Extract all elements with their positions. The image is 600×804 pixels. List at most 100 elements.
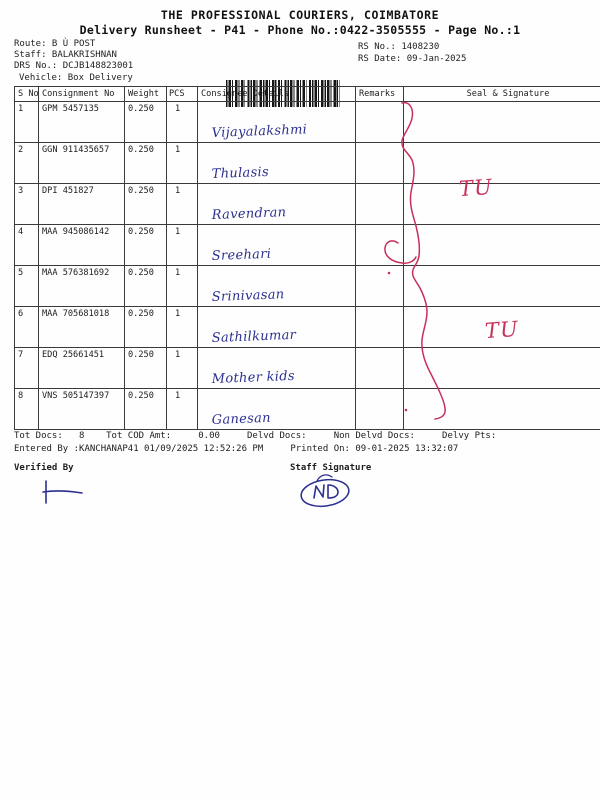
consignment-table: S No Consignment No Weight PCS Consignee… bbox=[14, 86, 600, 430]
cell-seal bbox=[404, 348, 600, 389]
cell-remarks bbox=[356, 348, 404, 389]
cell-consignee: Srinivasan bbox=[198, 266, 356, 307]
cell-seal bbox=[404, 225, 600, 266]
company-title: THE PROFESSIONAL COURIERS, COIMBATORE bbox=[0, 8, 600, 22]
table-header-row: S No Consignment No Weight PCS Consignee… bbox=[15, 87, 600, 102]
rs-no-line: RS No.: 1408230 bbox=[358, 42, 466, 54]
meta-right-column: RS No.: 1408230 RS Date: 09-Jan-2025 bbox=[358, 42, 466, 65]
rs-date-line: RS Date: 09-Jan-2025 bbox=[358, 54, 466, 66]
cell-remarks bbox=[356, 143, 404, 184]
cell-remarks bbox=[356, 266, 404, 307]
cell-consignee: Vijayalakshmi bbox=[198, 102, 356, 143]
cell-consignee: Ravendran bbox=[198, 184, 356, 225]
cell-sno: 1 bbox=[15, 102, 39, 143]
cell-sno: 8 bbox=[15, 389, 39, 430]
cell-pcs: 1 bbox=[167, 143, 198, 184]
cell-weight: 0.250 bbox=[125, 348, 167, 389]
cell-sno: 6 bbox=[15, 307, 39, 348]
document-header: THE PROFESSIONAL COURIERS, COIMBATORE De… bbox=[0, 0, 600, 38]
verified-by-mark bbox=[43, 481, 82, 503]
cell-remarks bbox=[356, 389, 404, 430]
cell-pcs: 1 bbox=[167, 184, 198, 225]
consignee-handwriting: Srinivasan bbox=[212, 290, 285, 303]
cell-remarks bbox=[356, 225, 404, 266]
cell-sno: 5 bbox=[15, 266, 39, 307]
cell-consignee: Ganesan bbox=[198, 389, 356, 430]
cell-pcs: 1 bbox=[167, 348, 198, 389]
vehicle-line: Vehicle: Box Delivery bbox=[14, 73, 133, 84]
cell-pcs: 1 bbox=[167, 389, 198, 430]
cell-weight: 0.250 bbox=[125, 225, 167, 266]
col-header-pcs: PCS bbox=[167, 87, 198, 102]
cell-consignment: GGN 911435657 bbox=[39, 143, 125, 184]
consignee-handwriting: Ravendran bbox=[212, 208, 287, 221]
cell-consignment: DPI 451827 bbox=[39, 184, 125, 225]
cell-seal bbox=[404, 143, 600, 184]
col-header-remarks: Remarks bbox=[356, 87, 404, 102]
cell-consignment: EDQ 25661451 bbox=[39, 348, 125, 389]
cell-consignment: GPM 5457135 bbox=[39, 102, 125, 143]
consignee-handwriting: Vijayalakshmi bbox=[212, 125, 308, 139]
cell-consignment: MAA 705681018 bbox=[39, 307, 125, 348]
cell-weight: 0.250 bbox=[125, 143, 167, 184]
cell-consignee: Sathilkumar bbox=[198, 307, 356, 348]
cell-seal bbox=[404, 184, 600, 225]
cell-pcs: 1 bbox=[167, 307, 198, 348]
route-line: Route: B Ù POST bbox=[14, 39, 133, 50]
cell-pcs: 1 bbox=[167, 102, 198, 143]
cell-seal bbox=[404, 307, 600, 348]
cell-sno: 3 bbox=[15, 184, 39, 225]
consignee-handwriting: Ganesan bbox=[212, 414, 271, 426]
table-header: S No Consignment No Weight PCS Consignee… bbox=[15, 87, 600, 102]
cell-sno: 4 bbox=[15, 225, 39, 266]
consignee-handwriting: Mother kids bbox=[212, 372, 295, 385]
cell-sno: 2 bbox=[15, 143, 39, 184]
col-header-sno: S No bbox=[15, 87, 39, 102]
cell-weight: 0.250 bbox=[125, 266, 167, 307]
staff-line: Staff: BALAKRISHNAN bbox=[14, 50, 133, 61]
cell-consignee: Sreehari bbox=[198, 225, 356, 266]
totals-line: Tot Docs: 8 Tot COD Amt: 0.00 Delvd Docs… bbox=[14, 430, 588, 443]
cell-weight: 0.250 bbox=[125, 184, 167, 225]
signature-area: Verified By Staff Signature bbox=[14, 463, 588, 523]
cell-consignment: MAA 576381692 bbox=[39, 266, 125, 307]
cell-pcs: 1 bbox=[167, 225, 198, 266]
cell-seal bbox=[404, 389, 600, 430]
cell-pcs: 1 bbox=[167, 266, 198, 307]
col-header-weight: Weight bbox=[125, 87, 167, 102]
cell-consignment: VNS 505147397 bbox=[39, 389, 125, 430]
cell-remarks bbox=[356, 307, 404, 348]
cell-remarks bbox=[356, 102, 404, 143]
drs-no-line: DRS No.: DCJB148823001 bbox=[14, 61, 133, 72]
cell-remarks bbox=[356, 184, 404, 225]
cell-consignee: Mother kids bbox=[198, 348, 356, 389]
audit-line: Entered By :KANCHANAP41 01/09/2025 12:52… bbox=[14, 443, 588, 456]
consignee-handwriting: Sathilkumar bbox=[212, 331, 297, 344]
col-header-consignment: Consignment No bbox=[39, 87, 125, 102]
col-header-seal: Seal & Signature bbox=[404, 87, 600, 102]
col-header-consignee: Consignee Details bbox=[198, 87, 356, 102]
cell-weight: 0.250 bbox=[125, 102, 167, 143]
cell-sno: 7 bbox=[15, 348, 39, 389]
cell-consignee: Thulasis bbox=[198, 143, 356, 184]
meta-left-column: Route: B Ù POST Staff: BALAKRISHNAN DRS … bbox=[14, 39, 133, 84]
cell-seal bbox=[404, 102, 600, 143]
footer-totals: Tot Docs: 8 Tot COD Amt: 0.00 Delvd Docs… bbox=[14, 430, 588, 455]
staff-signature-loop bbox=[299, 477, 350, 509]
cell-weight: 0.250 bbox=[125, 389, 167, 430]
runsheet-subtitle: Delivery Runsheet - P41 - Phone No.:0422… bbox=[0, 23, 600, 38]
signature-marks bbox=[14, 469, 588, 527]
cell-weight: 0.250 bbox=[125, 307, 167, 348]
consignee-handwriting: Sreehari bbox=[212, 250, 272, 262]
cell-seal bbox=[404, 266, 600, 307]
cell-consignment: MAA 945086142 bbox=[39, 225, 125, 266]
